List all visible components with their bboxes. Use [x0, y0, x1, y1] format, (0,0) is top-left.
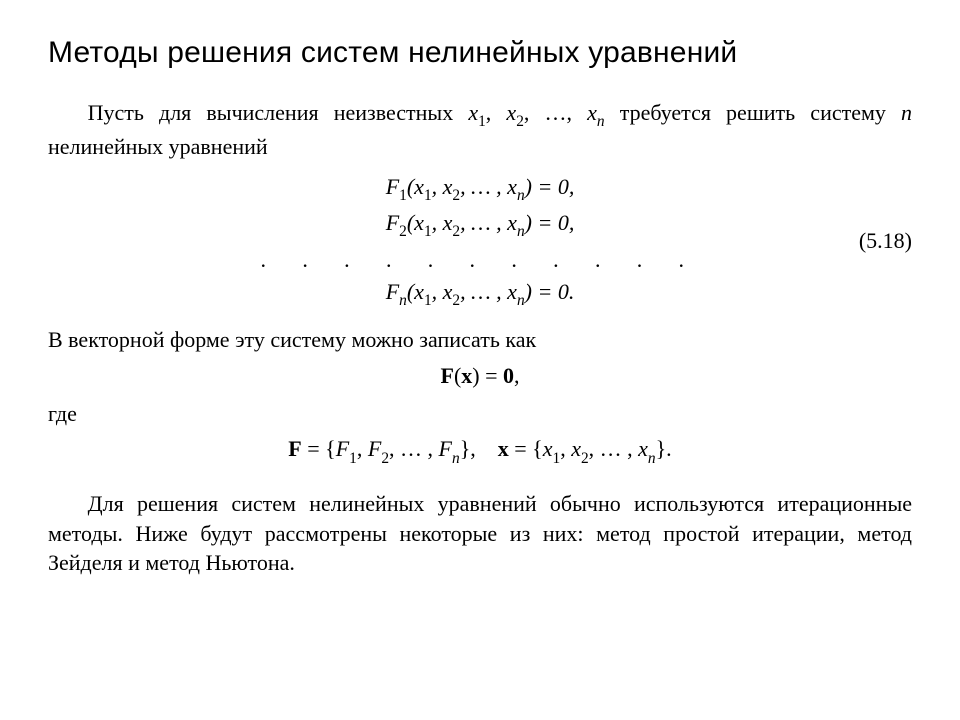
intro-paragraph: Пусть для вычисления неизвестных x1, x2,…: [48, 98, 912, 162]
equation-line-n: Fn(x1, x2, … , xn) = 0.: [386, 279, 575, 309]
page-root: Методы решения систем нелинейных уравнен…: [0, 0, 960, 720]
where-paragraph: где: [48, 399, 912, 429]
equation-number: (5.18): [859, 228, 912, 254]
closing-paragraph: Для решения систем нелинейных уравнений …: [48, 489, 912, 578]
vector-equation: F(x) = 0,: [48, 363, 912, 389]
equation-line-1: F1(x1, x2, … , xn) = 0,: [386, 174, 575, 204]
page-title: Методы решения систем нелинейных уравнен…: [48, 36, 912, 70]
equation-line-2: F2(x1, x2, … , xn) = 0,: [386, 210, 575, 240]
equation-system-block: F1(x1, x2, … , xn) = 0, F2(x1, x2, … , x…: [48, 174, 912, 309]
definitions-equation: F = {F1, F2, … , Fn}, x = {x1, x2, … , x…: [48, 436, 912, 466]
equation-system-lines: F1(x1, x2, … , xn) = 0, F2(x1, x2, … , x…: [48, 174, 912, 309]
vector-form-paragraph: В векторной форме эту систему можно запи…: [48, 325, 912, 355]
equation-line-dots: . . . . . . . . . . .: [261, 247, 700, 273]
